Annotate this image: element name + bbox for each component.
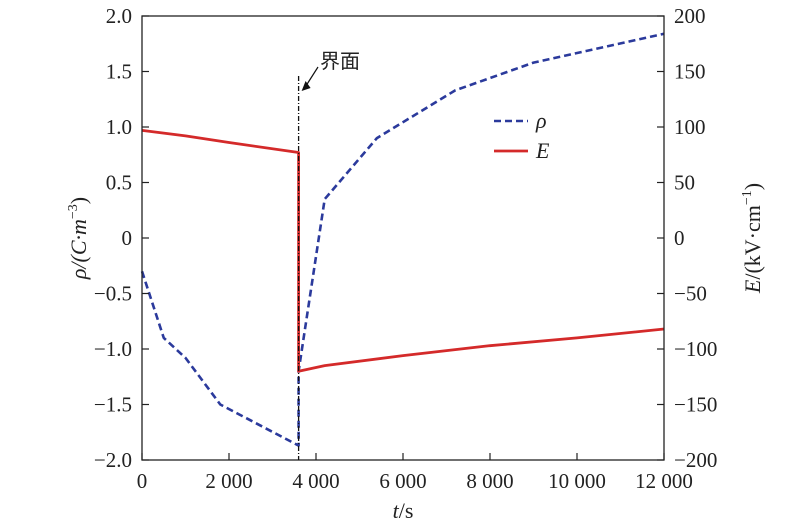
y-right-axis-label-group: E/(kV·cm−1) [740,183,765,294]
y-left-tick-label: 1.0 [106,115,132,139]
y-left-axis-label-close: ) [66,197,91,204]
y-left-tick-label: −1.5 [94,393,132,417]
x-tick-label: 0 [137,469,148,493]
x-tick-label: 12 000 [635,469,693,493]
y-right-tick-label: −50 [674,282,707,306]
x-axis-label-unit: /s [399,498,414,523]
series-line-E [141,128,665,373]
x-tick-label: 6 000 [379,469,426,493]
x-tick-label: 2 000 [205,469,252,493]
y-right-axis-label-exp: −1 [740,190,755,205]
x-tick-label: 10 000 [548,469,606,493]
legend: ρE [494,108,550,163]
y-right-axis-label-close: ) [740,183,765,190]
x-tick-label: 4 000 [292,469,339,493]
y-left-tick-label: −1.0 [94,337,132,361]
series-line-rho [140,32,665,447]
legend-label-E: E [535,138,550,163]
y-right-tick-label: 100 [674,115,706,139]
y-left-tick-label: 2.0 [106,4,132,28]
legend-label-rho: ρ [535,108,547,133]
y-right-tick-label: 150 [674,60,706,84]
y-left-tick-label: 1.5 [106,60,132,84]
y-right-tick-label: −100 [674,337,717,361]
interface-arrow-head [301,81,311,91]
y-left-axis-label-main: ρ/(C·m [66,219,91,280]
x-axis-label: t/s [393,498,414,523]
y-left-tick-label: 0.5 [106,171,132,195]
y-left-axis-label: ρ/(C·m−3) [66,197,91,280]
y-left-axis-label-group: ρ/(C·m−3) [66,197,91,280]
y-right-axis-label-var: E [740,279,765,294]
y-right-tick-label: 50 [674,171,695,195]
y-right-tick-label: −150 [674,393,717,417]
y-right-axis-label-unit: /(kV·cm [740,205,765,280]
y-right-axis-label: E/(kV·cm−1) [740,183,765,294]
y-left-tick-label: −0.5 [94,282,132,306]
y-left-tick-label: −2.0 [94,448,132,472]
plot-frame [141,15,665,461]
y-right-tick-label: 200 [674,4,706,28]
interface-label: 界面 [320,49,360,73]
y-right-tick-label: 0 [674,226,685,250]
series-layer [140,32,665,447]
x-tick-label: 8 000 [466,469,513,493]
y-left-tick-label: 0 [122,226,133,250]
y-right-tick-label: −200 [674,448,717,472]
y-left-axis-label-exp: −3 [66,204,81,219]
x-axis-label-var: t [393,498,400,523]
